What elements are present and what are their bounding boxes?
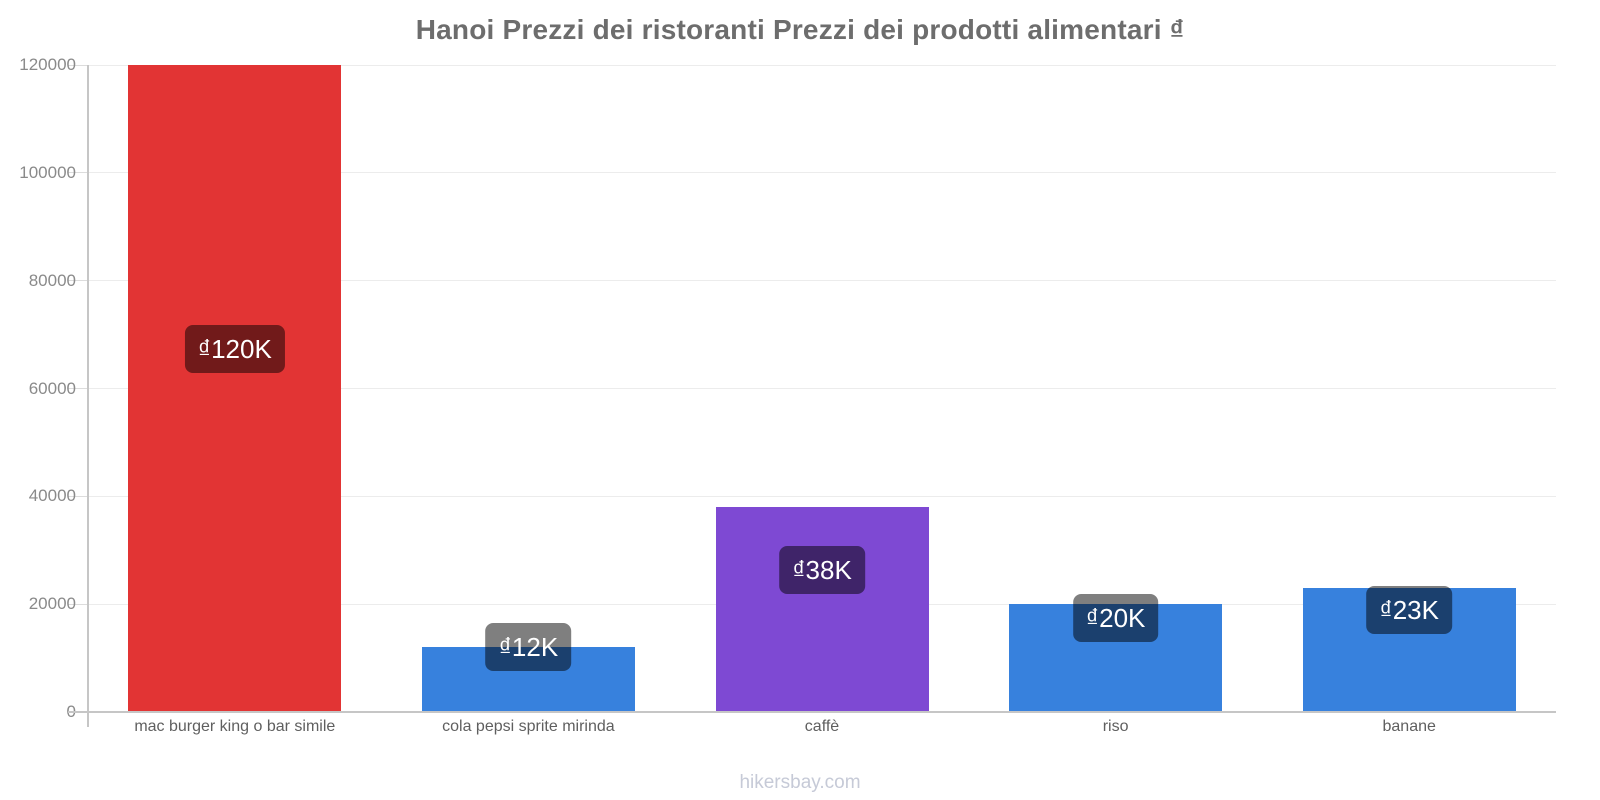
y-tick-label: 0 (0, 702, 76, 722)
y-tick-mark (68, 64, 88, 66)
y-axis-line (87, 65, 89, 727)
y-tick-label: 40000 (28, 486, 76, 506)
x-category-label-2: caffè (804, 718, 840, 735)
x-axis-baseline (68, 711, 1556, 713)
y-tick-mark (68, 388, 88, 389)
value-badge-2: ₫38K (779, 545, 865, 594)
y-tick-mark (68, 603, 88, 605)
chart-title: Hanoi Prezzi dei ristoranti Prezzi dei p… (415, 14, 1185, 45)
y-tick-label: 60000 (28, 378, 76, 398)
y-tick-label: 80000 (28, 270, 76, 290)
y-tick-mark (68, 495, 88, 497)
value-badge-4: ₫23K (1366, 585, 1452, 634)
footer-watermark: hikersbay.com (739, 772, 861, 793)
value-badge-1: ₫12K (485, 623, 572, 672)
value-badge-0: ₫120K (184, 324, 285, 373)
y-gridline (88, 388, 1556, 389)
x-category-label-1: cola pepsi sprite mirinda (442, 718, 615, 735)
y-gridline (88, 172, 1556, 174)
y-tick-label: 100000 (19, 162, 76, 182)
y-gridline (88, 495, 1556, 497)
y-tick-label: 120000 (19, 55, 76, 74)
x-category-label-3: riso (1102, 718, 1129, 735)
value-badge-3: ₫20K (1072, 594, 1159, 643)
bar-0 (128, 65, 342, 712)
y-tick-label: 20000 (28, 594, 76, 614)
x-category-label-4: banane (1382, 718, 1436, 735)
y-gridline (88, 64, 1556, 66)
y-gridline (88, 280, 1556, 282)
bar-2 (715, 507, 929, 712)
x-category-label-0: mac burger king o bar simile (134, 718, 336, 735)
y-tick-mark (68, 172, 88, 174)
y-tick-mark (68, 280, 88, 282)
